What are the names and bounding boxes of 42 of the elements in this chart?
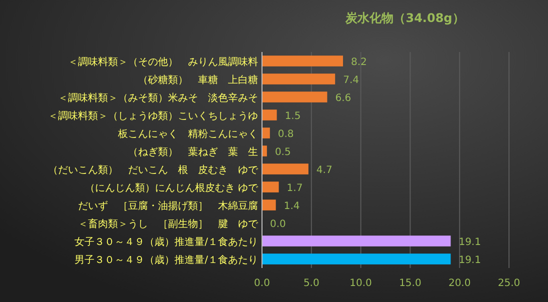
chart-title: 炭水化物（34.08g） — [344, 11, 464, 25]
data-label: 19.1 — [458, 255, 481, 266]
y-tick-label: ＜畜肉類＞うし ［副生物］ 腱 ゆで — [78, 218, 259, 230]
y-tick-label: ＜調味料類＞（みそ類）米みそ 淡色辛みそ — [58, 92, 258, 104]
data-label: 4.7 — [316, 165, 332, 176]
data-label: 8.2 — [351, 57, 367, 68]
y-tick-label: （にんじん類）にんじん根皮むき ゆで — [84, 182, 259, 194]
bar — [262, 74, 336, 84]
data-label: 1.4 — [284, 201, 300, 212]
x-tick-label: 5.0 — [303, 278, 320, 289]
y-tick-label: （ねぎ類） 葉ねぎ 葉 生 — [128, 146, 258, 158]
x-tick-label: 25.0 — [498, 278, 520, 289]
data-label: 1.7 — [286, 183, 303, 194]
bar — [262, 254, 451, 264]
bar — [262, 200, 276, 210]
bar — [262, 146, 267, 156]
data-label: 6.6 — [335, 93, 352, 104]
y-tick-label: （砂糖類） 車糖 上白糖 — [138, 74, 258, 86]
bar — [262, 110, 277, 120]
x-tick-label: 0.0 — [254, 278, 270, 289]
x-tick-label: 20.0 — [448, 278, 471, 289]
data-label: 1.5 — [284, 111, 301, 122]
x-tick-label: 10.0 — [350, 278, 372, 289]
data-label: 19.1 — [458, 237, 481, 248]
y-tick-label: （だいこん類） だいこん 根 皮むき ゆで — [48, 164, 259, 176]
y-tick-label: だいず ［豆腐・油揚げ類］ 木綿豆腐 — [78, 200, 258, 212]
data-label: 0.0 — [270, 219, 286, 230]
bar — [262, 236, 451, 246]
data-label: 0.5 — [274, 147, 291, 158]
y-tick-label: 女子３０～４９（歳）推進量/１食あたり — [74, 236, 258, 248]
x-tick-label: 15.0 — [399, 278, 422, 289]
bar — [262, 92, 328, 102]
bar — [262, 182, 279, 192]
bar — [262, 164, 308, 174]
y-tick-label: ＜調味料類＞（その他） みりん風調味料 — [68, 56, 258, 68]
bar — [262, 56, 344, 66]
y-tick-label: 男子３０～４９（歳）推進量/１食あたり — [74, 254, 258, 266]
data-label: 0.8 — [278, 129, 294, 140]
y-tick-label: 板こんにゃく 精粉こんにゃく — [117, 128, 258, 140]
y-tick-label: ＜調味料類＞（しょうゆ類）こいくちしょうゆ — [48, 110, 258, 122]
bar — [262, 128, 270, 138]
data-label: 7.4 — [343, 75, 360, 86]
